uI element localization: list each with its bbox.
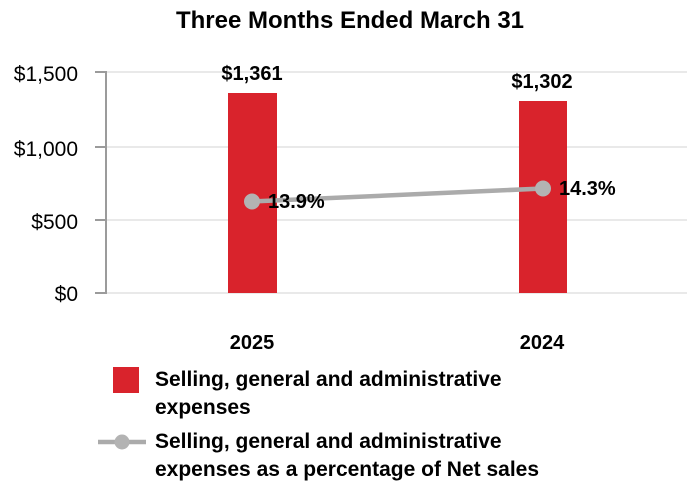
chart-title: Three Months Ended March 31	[175, 7, 525, 34]
y-tick-1000	[95, 146, 107, 148]
legend-line: Selling, general and administrative	[155, 368, 502, 391]
legend-line: Selling, general and administrative	[155, 430, 502, 453]
gridline-500	[107, 219, 687, 221]
x-axis-label-2025: 2025	[229, 332, 275, 354]
pct-label-2025: 13.9%	[268, 191, 325, 213]
pct-label-2024: 14.3%	[559, 178, 616, 200]
legend-swatch-bar	[113, 367, 139, 393]
gridline-1500	[107, 71, 687, 73]
bar-value-label-2025: $1,361	[221, 63, 283, 85]
x-axis-label-2024: 2024	[519, 332, 565, 354]
y-tick-label-1000: $1,000	[13, 138, 78, 161]
legend-line: expenses as a percentage of Net sales	[155, 458, 540, 481]
legend-item-sga-percentage: Selling, general and administrative expe…	[155, 428, 539, 484]
gridline-0-baseline	[107, 292, 687, 294]
gridline-1000	[107, 146, 687, 148]
legend-marker-glyph	[114, 434, 130, 450]
y-tick-label-1500: $1,500	[13, 63, 78, 86]
y-tick-500	[95, 219, 107, 221]
y-tick-label-500: $500	[31, 211, 78, 234]
y-axis-line	[105, 71, 107, 294]
y-tick-label-0: $0	[54, 283, 78, 306]
bar-value-label-2024: $1,302	[511, 71, 573, 93]
y-tick-1500	[95, 71, 107, 73]
legend-swatch-line-marker	[98, 434, 146, 450]
legend-item-sga-expenses: Selling, general and administrative expe…	[155, 366, 502, 422]
y-tick-0	[95, 292, 107, 294]
legend-line: expenses	[155, 396, 251, 419]
